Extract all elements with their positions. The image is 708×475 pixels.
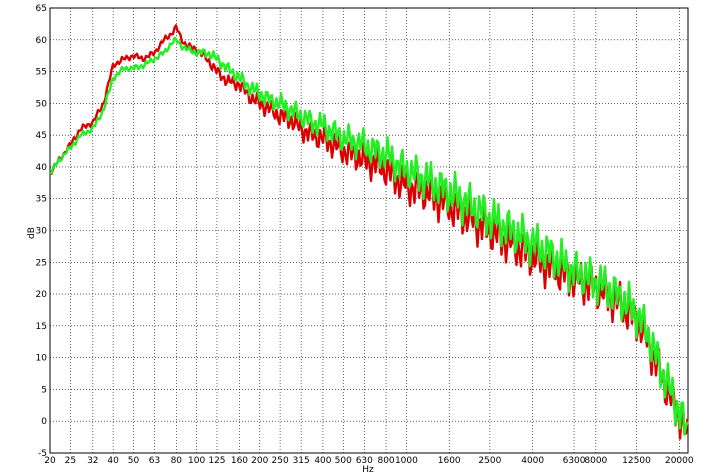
x-tick-label: 40	[107, 456, 119, 466]
y-tick-label: 50	[36, 99, 48, 109]
y-tick-label: 5	[41, 385, 47, 395]
x-tick-label: 50	[128, 456, 140, 466]
x-tick-label: 4000	[521, 456, 544, 466]
x-tick-label: 400	[314, 456, 331, 466]
y-tick-label: 30	[36, 227, 48, 237]
x-tick-label: 25	[65, 456, 76, 466]
x-tick-label: 63	[149, 456, 160, 466]
y-axis-label: dB	[27, 227, 37, 239]
x-tick-labels: 20 25 32 40 50 63 80 100 125 160 200 250 315 400 500 63…	[44, 456, 694, 466]
y-tick-label: 40	[36, 163, 48, 173]
y-tick-label: 55	[36, 68, 47, 78]
x-tick-label: 250	[272, 456, 289, 466]
series-group	[49, 24, 689, 440]
x-axis-label: Hz	[362, 465, 374, 475]
y-tick-label: 45	[36, 131, 47, 141]
y-tick-label: 0	[41, 417, 47, 427]
x-tick-label: 100	[188, 456, 205, 466]
x-tick-label: 630	[356, 456, 373, 466]
x-tick-label: 200	[251, 456, 268, 466]
x-tick-label: 160	[231, 456, 248, 466]
x-tick-label: 315	[293, 456, 310, 466]
y-tick-label: 10	[36, 354, 48, 364]
x-tick-label: 500	[335, 456, 352, 466]
x-tick-label: 6300	[563, 456, 586, 466]
x-tick-label: 32	[87, 456, 98, 466]
x-tick-label: 8000	[584, 456, 607, 466]
x-tick-label: 1600	[438, 456, 461, 466]
y-tick-label: 25	[36, 258, 47, 268]
y-tick-label: -5	[38, 449, 47, 459]
y-tick-label: 60	[36, 36, 48, 46]
x-tick-label: 800	[377, 456, 394, 466]
y-tick-label: 65	[36, 4, 47, 14]
x-tick-label: 12500	[622, 456, 651, 466]
y-tick-label: 35	[36, 195, 47, 205]
x-tick-label: 20000	[665, 456, 694, 466]
y-tick-label: 20	[36, 290, 48, 300]
x-tick-label: 125	[208, 456, 225, 466]
x-tick-label: 80	[171, 456, 183, 466]
x-tick-label: 20	[44, 456, 56, 466]
x-tick-label: 1000	[395, 456, 418, 466]
y-tick-labels: -5 0 5 10 15 20 25 30 35 40 45 50 55 60 65	[36, 4, 48, 459]
x-tick-label: 2500	[478, 456, 501, 466]
y-tick-label: 15	[36, 322, 47, 332]
series-line-2	[49, 36, 689, 436]
